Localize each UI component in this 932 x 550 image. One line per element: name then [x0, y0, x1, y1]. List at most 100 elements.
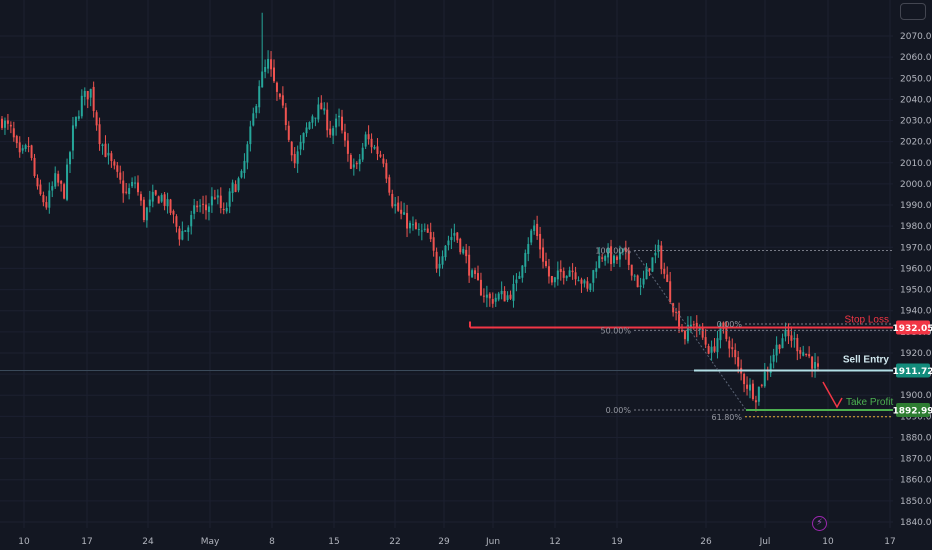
candle-body — [332, 128, 335, 136]
x-tick-label: Jul — [759, 537, 771, 547]
candle-body — [547, 266, 550, 277]
fib-100-line-label: 100.00% — [595, 246, 631, 255]
candle-body — [338, 115, 341, 118]
candle-body — [15, 136, 18, 144]
candle-body — [648, 268, 651, 271]
price-axis[interactable]: 2070.00 2060.00 2050.00 2040.00 2030.00 2020.… — [900, 32, 932, 528]
candlestick-series — [1, 12, 819, 412]
candle-body — [559, 269, 562, 272]
candle-body — [456, 232, 459, 241]
y-tick-label: 1960.00 — [900, 264, 932, 274]
candle-body — [157, 196, 160, 204]
candle-body — [772, 354, 775, 362]
candle-body — [550, 275, 553, 283]
y-tick-label: 2050.00 — [900, 74, 932, 84]
candle-body — [391, 193, 394, 207]
candle-body — [802, 352, 805, 356]
candle-body — [598, 255, 601, 268]
stop-loss-price-label: 1932.05 — [893, 324, 932, 334]
candle-body — [166, 199, 169, 207]
candle-body — [595, 268, 598, 272]
candle-body — [453, 233, 456, 236]
candle-body — [506, 295, 509, 301]
candle-body — [107, 152, 110, 156]
candle-body — [403, 212, 406, 215]
candle-body — [695, 322, 698, 329]
candle-body — [411, 224, 414, 226]
candle-body — [12, 128, 15, 138]
candle-body — [142, 199, 145, 221]
candle-body — [542, 247, 545, 262]
candle-body — [231, 182, 234, 194]
drawing-overlays: 100.00% 50.00% 0.00% 0.00% 61.80% Stop Loss Se… — [0, 246, 893, 422]
candle-body — [27, 145, 30, 147]
time-axis[interactable]: 10 17 24 May 8 15 22 29 Jun 12 19 26 Jul 10 17 — [18, 537, 895, 547]
candle-body — [743, 373, 746, 385]
candle-body — [54, 173, 57, 187]
candle-body — [287, 125, 290, 140]
candle-body — [707, 346, 710, 354]
candle-body — [533, 225, 536, 231]
candle-body — [243, 160, 246, 174]
x-tick-label: 19 — [611, 537, 623, 547]
candle-body — [346, 140, 349, 154]
sell-entry-price-label-bg — [896, 363, 930, 378]
candle-body — [222, 209, 225, 211]
x-tick-label: 10 — [822, 537, 834, 547]
candle-body — [468, 254, 471, 276]
candle-body — [545, 261, 547, 267]
candle-body — [778, 344, 781, 350]
candle-body — [66, 164, 69, 200]
candle-body — [610, 246, 613, 265]
candle-body — [379, 154, 382, 157]
x-tick-label: 22 — [389, 537, 400, 547]
candle-body — [678, 310, 681, 329]
candle-body — [122, 180, 125, 194]
candle-body — [784, 329, 787, 337]
candle-body — [494, 297, 497, 302]
y-tick-label: 2060.00 — [900, 53, 932, 63]
candle-body — [196, 205, 199, 208]
candle-body — [719, 323, 722, 341]
candle-body — [225, 208, 228, 212]
candle-body — [80, 95, 83, 117]
candle-body — [527, 244, 530, 255]
lightning-icon[interactable]: ⚡ — [812, 516, 827, 531]
candle-body — [808, 354, 811, 357]
settings-button[interactable] — [900, 3, 926, 20]
candle-body — [51, 186, 54, 191]
candle-body — [471, 270, 474, 278]
candle-body — [89, 88, 92, 98]
candle-body — [441, 256, 444, 265]
candle-body — [352, 164, 355, 168]
candle-body — [305, 127, 308, 134]
candle-body — [580, 279, 583, 284]
candle-body — [574, 272, 577, 280]
candle-body — [71, 125, 74, 151]
y-tick-label: 1970.00 — [900, 243, 932, 253]
candle-body — [751, 383, 754, 400]
candle-body — [137, 182, 139, 193]
sell-entry-annotation: Sell Entry — [843, 354, 890, 365]
candle-body — [651, 257, 654, 272]
y-tick-label: 1980.00 — [900, 222, 932, 232]
candle-body — [234, 184, 237, 192]
candle-body — [683, 330, 686, 340]
candle-body — [139, 194, 142, 201]
candle-body — [113, 161, 116, 166]
candle-body — [48, 190, 51, 208]
candle-body — [202, 203, 205, 205]
y-tick-label: 1920.00 — [900, 349, 932, 359]
candle-body — [264, 66, 267, 72]
candle-body — [210, 196, 213, 206]
candle-body — [314, 117, 317, 119]
candle-body — [30, 145, 33, 158]
candle-body — [249, 126, 252, 145]
candle-body — [302, 132, 305, 144]
candle-body — [577, 280, 580, 282]
candle-body — [503, 290, 506, 302]
candle-body — [320, 102, 323, 110]
x-tick-label: 17 — [81, 537, 92, 547]
candle-body — [417, 229, 420, 231]
